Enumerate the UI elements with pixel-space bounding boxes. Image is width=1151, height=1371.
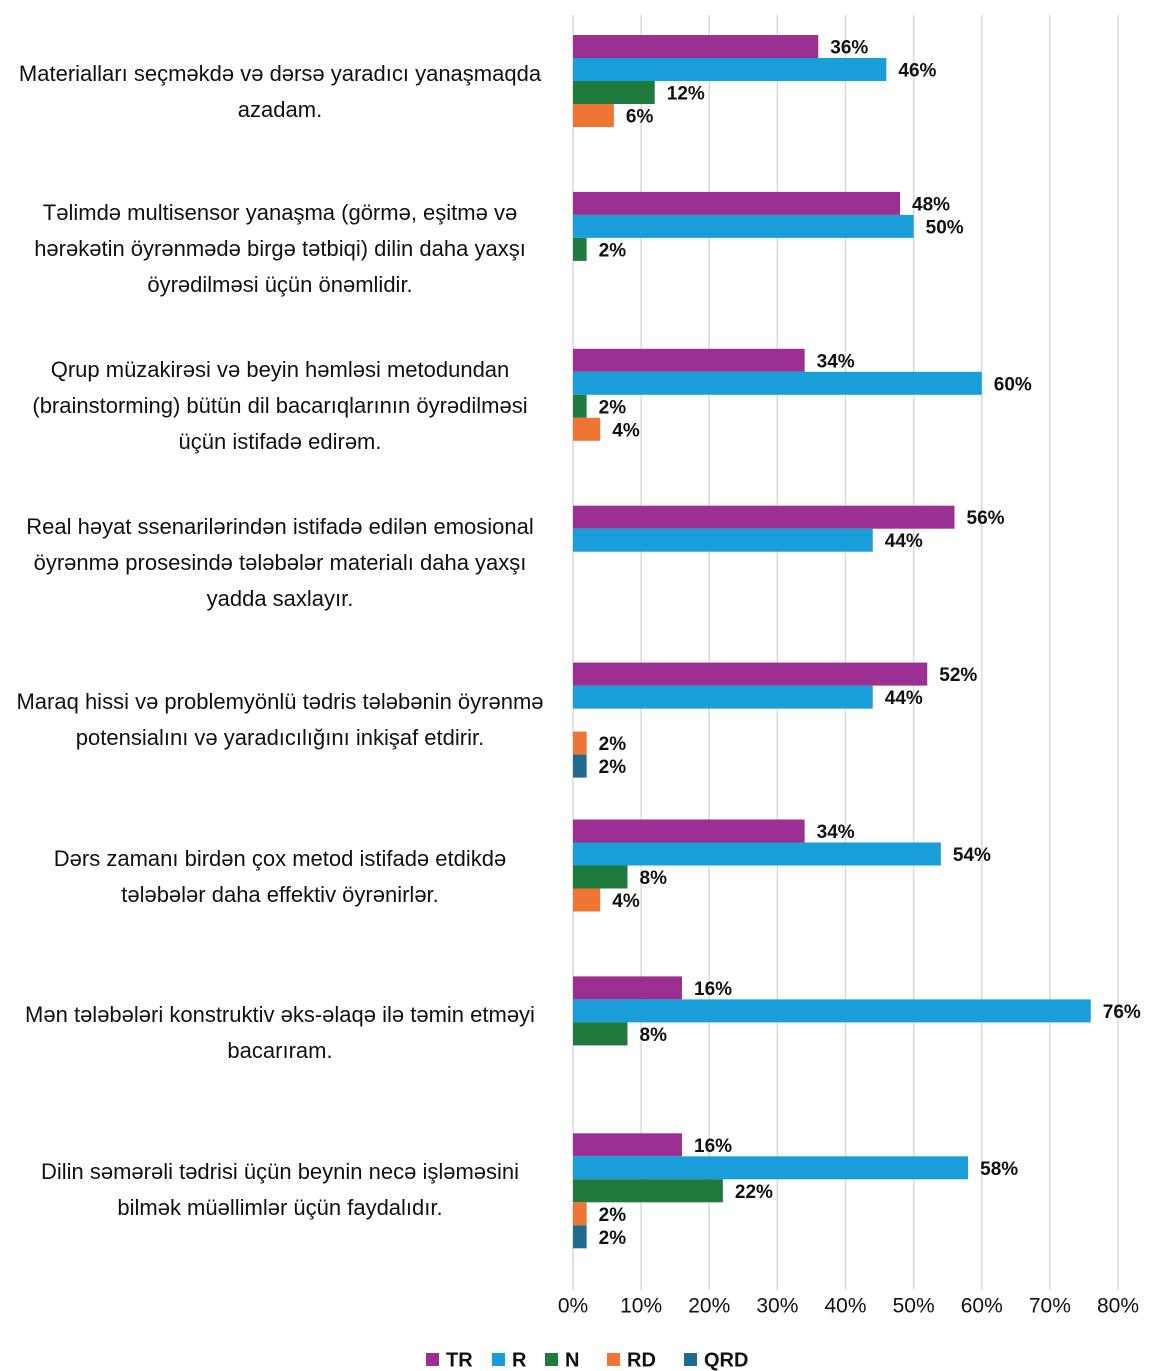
- category-label: Dilin səmərəli tədrisi üçün beynin necə …: [40, 1159, 520, 1221]
- data-label: 46%: [898, 61, 936, 82]
- x-tick-label: 50%: [893, 1295, 935, 1318]
- bar: [573, 505, 955, 529]
- bar: [573, 237, 587, 261]
- x-tick-label: 0%: [558, 1295, 588, 1318]
- bar: [573, 1022, 628, 1046]
- bar: [573, 685, 873, 709]
- bar: [573, 417, 601, 441]
- bar: [573, 104, 614, 127]
- x-tick-label: 10%: [620, 1295, 662, 1318]
- data-label: 50%: [926, 217, 964, 238]
- data-label: 58%: [980, 1159, 1018, 1180]
- category-label: Mən tələbələri konstruktiv əks-əlaqə ilə…: [25, 1002, 535, 1064]
- legend-label: R: [512, 1349, 527, 1371]
- bar: [573, 371, 982, 395]
- data-label: 16%: [694, 979, 732, 1000]
- category-label: Qrup müzakirəsi və beyin həmləsi metodun…: [32, 356, 528, 454]
- bar: [573, 214, 914, 238]
- category-label: Təlimdə multisensor yanaşma (görmə, eşit…: [34, 199, 526, 297]
- bar: [573, 976, 682, 1000]
- bar: [573, 1133, 682, 1157]
- data-label: 8%: [640, 1025, 668, 1046]
- bar: [573, 348, 805, 372]
- legend-label: TR: [446, 1349, 473, 1371]
- x-tick-label: 70%: [1029, 1295, 1071, 1318]
- category-label: Dərs zamanı birdən çox metod istifadə et…: [53, 845, 507, 907]
- bar: [573, 819, 805, 843]
- legend-swatch: [426, 1353, 439, 1366]
- bar: [573, 754, 587, 778]
- bar: [573, 35, 819, 58]
- data-label: 22%: [735, 1182, 773, 1203]
- bar: [573, 1179, 723, 1203]
- data-label: 76%: [1103, 1002, 1141, 1023]
- bar: [573, 1156, 969, 1180]
- category-label: Materialları seçməkdə və dərsə yaradıcı …: [18, 61, 542, 122]
- data-label: 2%: [599, 734, 627, 755]
- data-label: 2%: [599, 1228, 627, 1249]
- data-label: 52%: [939, 665, 977, 686]
- data-label: 36%: [830, 38, 868, 59]
- category-label: Maraq hissi və problemyönlü tədris tələb…: [16, 688, 544, 750]
- bar: [573, 528, 873, 552]
- data-label: 4%: [612, 420, 640, 441]
- data-label: 34%: [817, 351, 855, 372]
- data-label: 56%: [967, 508, 1005, 529]
- data-label: 60%: [994, 374, 1032, 395]
- data-label: 2%: [599, 757, 627, 778]
- x-tick-label: 60%: [961, 1295, 1003, 1318]
- data-label: 16%: [694, 1136, 732, 1157]
- legend-swatch: [545, 1353, 558, 1366]
- data-label: 2%: [599, 1205, 627, 1226]
- x-tick-label: 30%: [756, 1295, 798, 1318]
- bar: [573, 842, 941, 866]
- x-tick-label: 20%: [688, 1295, 730, 1318]
- bar: [573, 1202, 587, 1226]
- legend-swatch: [492, 1353, 505, 1366]
- data-label: 8%: [640, 868, 668, 889]
- bar: [573, 662, 928, 686]
- data-label: 2%: [599, 240, 627, 261]
- bar: [573, 865, 628, 889]
- bar: [573, 394, 587, 418]
- x-tick-label: 40%: [824, 1295, 866, 1318]
- category-label: Real həyat ssenarilərindən istifadə edil…: [26, 513, 534, 611]
- data-label: 6%: [626, 107, 654, 128]
- bar: [573, 58, 887, 81]
- data-label: 34%: [817, 822, 855, 843]
- data-label: 12%: [667, 84, 705, 105]
- data-label: 2%: [599, 397, 627, 418]
- bar: [573, 731, 587, 755]
- bar: [573, 81, 655, 104]
- bar: [573, 999, 1091, 1023]
- legend-label: RD: [627, 1349, 656, 1371]
- data-label: 54%: [953, 845, 991, 866]
- bar: [573, 1225, 587, 1249]
- legend-swatch: [684, 1353, 697, 1366]
- data-label: 4%: [612, 891, 640, 912]
- bar: [573, 888, 601, 912]
- data-label: 44%: [885, 688, 923, 709]
- legend-label: N: [565, 1349, 579, 1371]
- x-tick-label: 80%: [1097, 1295, 1139, 1318]
- legend-label: QRD: [704, 1349, 748, 1371]
- legend-swatch: [607, 1353, 620, 1366]
- data-label: 48%: [912, 194, 950, 215]
- bar: [573, 191, 900, 215]
- data-label: 44%: [885, 531, 923, 552]
